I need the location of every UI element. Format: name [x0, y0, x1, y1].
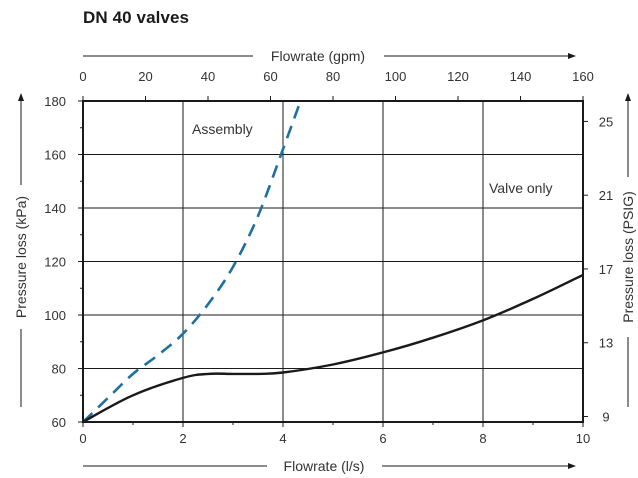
left-tick-label: 120 — [44, 255, 66, 270]
right-tick-label: 13 — [599, 336, 613, 351]
top-tick-label: 0 — [79, 69, 86, 84]
top-tick-label: 60 — [263, 69, 277, 84]
valve-only-line — [82, 273, 584, 424]
bottom-tick-label: 8 — [479, 431, 486, 446]
right-tick-label: 17 — [599, 262, 613, 277]
top-tick-label: 140 — [510, 69, 532, 84]
left-tick-label: 180 — [44, 94, 66, 109]
right-axis-title: Pressure loss (PSIG) — [620, 191, 636, 322]
left-tick-label: 160 — [44, 148, 66, 163]
chart-title: DN 40 valves — [83, 8, 190, 27]
bottom-tick-label: 10 — [576, 431, 590, 446]
right-tick-label: 25 — [599, 114, 613, 129]
assembly-annotation: Assembly — [192, 121, 253, 137]
valve-only-annotation: Valve only — [489, 180, 553, 196]
left-tick-label: 100 — [44, 308, 66, 323]
top-tick-label: 100 — [385, 69, 407, 84]
bottom-tick-label: 2 — [179, 431, 186, 446]
plot-frame — [82, 100, 584, 423]
right-tick-label: 21 — [599, 188, 613, 203]
series-lines — [82, 100, 584, 424]
top-axis-title: Flowrate (gpm) — [271, 48, 365, 64]
left-axis-title: Pressure loss (kPa) — [13, 196, 29, 318]
top-tick-label: 160 — [572, 69, 594, 84]
bottom-tick-label: 4 — [279, 431, 286, 446]
top-tick-label: 20 — [138, 69, 152, 84]
bottom-tick-label: 0 — [79, 431, 86, 446]
assembly-line — [82, 100, 302, 423]
grid — [83, 101, 583, 422]
bottom-axis-title: Flowrate (l/s) — [284, 458, 365, 474]
bottom-tick-label: 6 — [379, 431, 386, 446]
right-tick-label: 9 — [602, 410, 609, 425]
tick-labels: 0 2 4 6 8 100 20 40 60 80 100 120 140 160608010012014… — [44, 69, 613, 446]
left-tick-label: 80 — [52, 362, 66, 377]
top-tick-label: 120 — [447, 69, 469, 84]
top-tick-label: 40 — [201, 69, 215, 84]
left-tick-label: 140 — [44, 201, 66, 216]
top-tick-label: 80 — [326, 69, 340, 84]
left-tick-label: 60 — [52, 415, 66, 430]
